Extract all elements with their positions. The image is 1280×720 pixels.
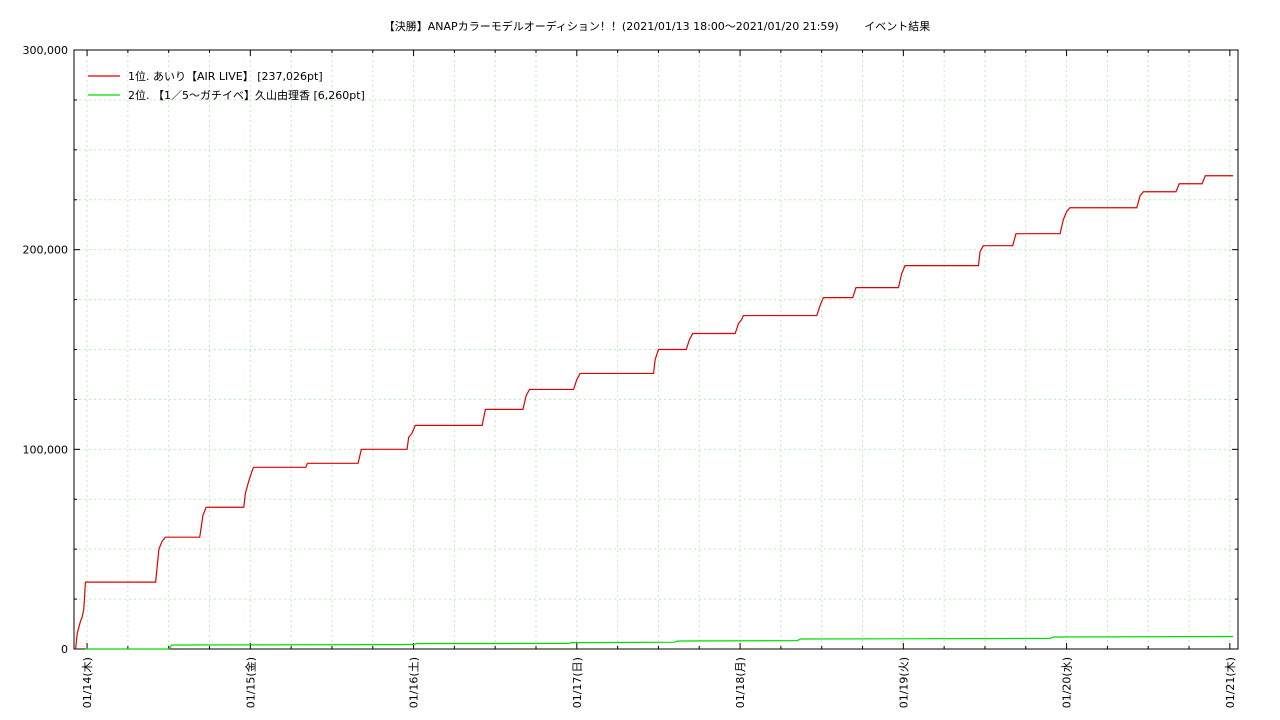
series-line-1 — [75, 175, 1234, 650]
y-axis: 0 100,000 200,000 300,000 — [23, 44, 1238, 656]
series-line-2 — [85, 635, 1234, 650]
x-tick-label: 01/20(水) — [1061, 657, 1074, 708]
x-tick-label: 01/14(木) — [81, 657, 94, 708]
x-tick-label: 01/16(土) — [408, 657, 421, 708]
y-tick-label: 100,000 — [23, 443, 69, 456]
chart-title: 【決勝】ANAPカラーモデルオーディション！！(2021/01/13 18:00… — [384, 19, 930, 33]
y-tick-label: 200,000 — [23, 244, 69, 257]
legend-label-2: 2位. 【1／5〜ガチイベ】久山由理香 [6,260pt] — [128, 88, 365, 102]
x-tick-label: 01/19(火) — [897, 657, 910, 708]
x-axis: 01/14(木) 01/15(金) 01/16(土) 01/17(日) 01/18(月)… — [81, 50, 1237, 708]
legend-label-1: 1位. あいり【AIR LIVE】 [237,026pt] — [128, 69, 323, 83]
series-group — [75, 175, 1234, 650]
grid — [74, 50, 1238, 649]
x-tick-label: 01/18(月) — [734, 657, 747, 708]
x-tick-label: 01/17(日) — [571, 657, 584, 708]
y-tick-label: 300,000 — [23, 44, 69, 57]
x-tick-label: 01/15(金) — [243, 657, 257, 708]
y-tick-label: 0 — [61, 643, 68, 656]
x-tick-label: 01/21(木) — [1224, 657, 1237, 708]
legend: 1位. あいり【AIR LIVE】 [237,026pt] 2位. 【1／5〜ガチ… — [88, 69, 365, 102]
